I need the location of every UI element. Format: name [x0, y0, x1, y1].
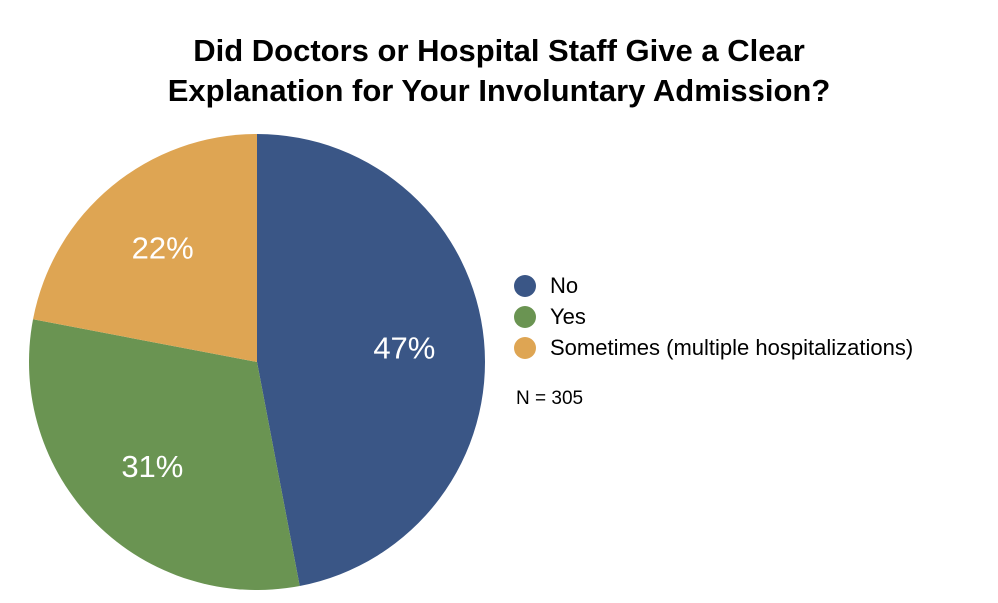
chart-title-line-1: Did Doctors or Hospital Staff Give a Cle… [193, 33, 805, 68]
legend-label-sometimes: Sometimes (multiple hospitalizations) [550, 334, 914, 360]
legend-item-sometimes: Sometimes (multiple hospitalizations) [514, 332, 913, 363]
slice-label-sometimes: 22% [132, 230, 194, 265]
legend-swatch-no [514, 274, 536, 297]
pie-slice-sometimes [33, 134, 257, 362]
chart-title-line-2: Explanation for Your Involuntary Admissi… [167, 73, 831, 108]
legend-label-no: No [550, 272, 579, 298]
legend-label-yes: Yes [550, 303, 586, 329]
pie-slice-yes [28, 319, 300, 590]
legend-swatch-yes [514, 305, 536, 328]
slice-label-yes: 31% [121, 449, 183, 484]
legend-swatch-sometimes [514, 336, 536, 359]
slice-label-no: 47% [373, 331, 435, 366]
legend-item-no: No [514, 270, 913, 301]
legend-item-yes: Yes [514, 301, 913, 332]
chart-legend: No Yes Sometimes (multiple hospitalizati… [514, 270, 913, 363]
pie-slice-no [257, 134, 485, 586]
sample-size-note: N = 305 [516, 388, 584, 409]
